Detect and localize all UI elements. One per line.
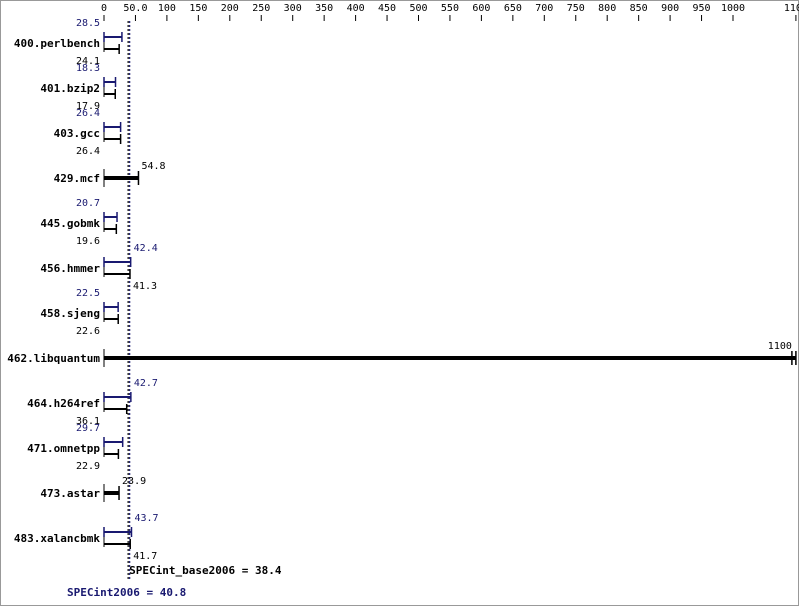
category-label: 400.perlbench — [14, 37, 100, 50]
base-value-label: 1100 — [768, 341, 792, 352]
x-tick-label: 350 — [315, 3, 333, 14]
base-value-label: 23.9 — [122, 476, 146, 487]
peak-value-label: 29.7 — [76, 423, 100, 434]
x-tick-label: 450 — [378, 3, 396, 14]
x-tick-label: 550 — [441, 3, 459, 14]
x-tick-label: 400 — [347, 3, 365, 14]
x-tick-label: 200 — [221, 3, 239, 14]
peak-value-label: 43.7 — [134, 513, 158, 524]
x-tick-label: 600 — [472, 3, 490, 14]
peak-value-label: 26.4 — [76, 108, 100, 119]
x-tick-label: 250 — [252, 3, 270, 14]
category-label: 464.h264ref — [27, 397, 100, 410]
x-tick-label: 700 — [535, 3, 553, 14]
base-value-label: 36.1 — [76, 416, 100, 427]
x-tick-label: 650 — [504, 3, 522, 14]
category-label: 462.libquantum — [7, 352, 100, 365]
x-tick-label: 900 — [661, 3, 679, 14]
base-value-label: 41.7 — [133, 551, 157, 562]
base-mean-label: SPECint_base2006 = 38.4 — [129, 564, 282, 577]
x-tick-label: 750 — [567, 3, 585, 14]
category-label: 458.sjeng — [40, 307, 100, 320]
peak-value-label: 42.7 — [134, 378, 158, 389]
peak-value-label: 20.7 — [76, 198, 100, 209]
peak-value-label: 22.5 — [76, 288, 100, 299]
base-value-label: 26.4 — [76, 146, 100, 157]
base-value-label: 24.1 — [76, 56, 100, 67]
x-tick-label: 850 — [630, 3, 648, 14]
x-tick-label: 1000 — [721, 3, 745, 14]
x-tick-label: 1100 — [784, 3, 799, 14]
x-tick-label: 300 — [284, 3, 302, 14]
peak-mean-label: SPECint2006 = 40.8 — [67, 586, 186, 599]
peak-value-label: 18.3 — [76, 63, 100, 74]
base-value-label: 54.8 — [141, 161, 165, 172]
base-value-label: 17.9 — [76, 101, 100, 112]
base-value-label: 22.6 — [76, 326, 100, 337]
base-value-label: 22.9 — [76, 461, 100, 472]
base-value-label: 41.3 — [133, 281, 157, 292]
base-value-label: 19.6 — [76, 236, 100, 247]
x-tick-label: 50.0 — [123, 3, 147, 14]
x-tick-label: 800 — [598, 3, 616, 14]
peak-value-label: 42.4 — [134, 243, 158, 254]
category-label: 483.xalancbmk — [14, 532, 100, 545]
peak-value-label: 28.5 — [76, 18, 100, 29]
category-label: 429.mcf — [54, 172, 100, 185]
x-tick-label: 0 — [101, 3, 107, 14]
x-tick-label: 150 — [189, 3, 207, 14]
category-label: 445.gobmk — [40, 217, 100, 230]
category-label: 473.astar — [40, 487, 100, 500]
category-label: 401.bzip2 — [40, 82, 100, 95]
x-tick-label: 500 — [409, 3, 427, 14]
category-label: 471.omnetpp — [27, 442, 100, 455]
category-label: 403.gcc — [54, 127, 100, 140]
x-tick-label: 950 — [693, 3, 711, 14]
category-label: 456.hmmer — [40, 262, 100, 275]
x-tick-label: 100 — [158, 3, 176, 14]
